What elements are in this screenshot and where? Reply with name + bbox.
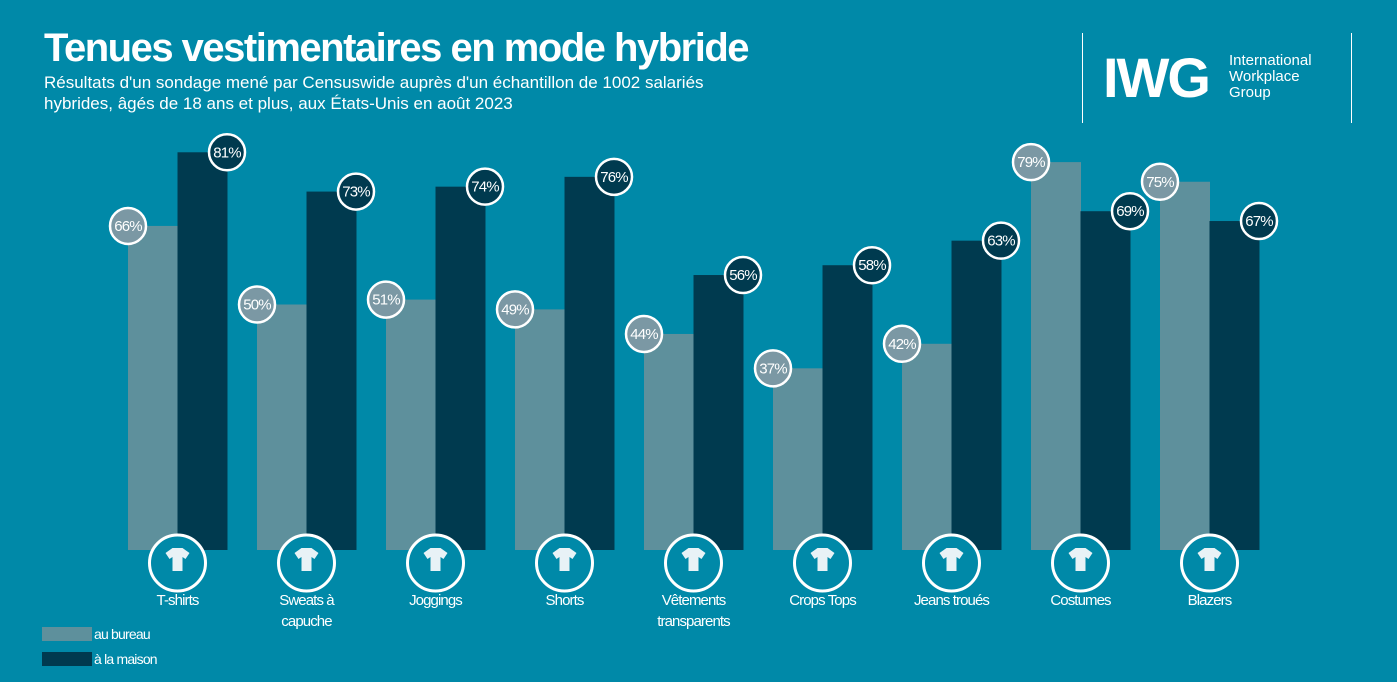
data-label-badge: [465, 167, 505, 206]
iwg-logo: IWG International Workplace Group: [1082, 33, 1352, 123]
legend-swatch-home: [42, 652, 92, 666]
data-label: 37%: [759, 360, 787, 377]
data-label: 76%: [600, 169, 628, 186]
bar-home: [1080, 211, 1131, 550]
data-label-badge: [1140, 162, 1180, 201]
data-label-badge: [237, 285, 277, 324]
category-label: transparents: [657, 613, 730, 630]
data-label: 42%: [888, 336, 916, 353]
category-label: Sweats à: [279, 592, 335, 609]
bar-office: [386, 299, 436, 550]
legend-office: au bureau: [42, 626, 151, 642]
category-label: Vêtements: [662, 592, 726, 609]
data-label-badge: [753, 349, 793, 388]
data-label-badge: [1011, 142, 1051, 182]
blazer-icon: [1180, 533, 1239, 593]
data-label-badge: [366, 280, 406, 319]
tshirt-icon: [148, 533, 207, 593]
category-label: Joggings: [409, 592, 462, 609]
crop-top-icon: [793, 533, 852, 593]
data-label: 69%: [1116, 203, 1144, 220]
bar-home: [1209, 221, 1260, 550]
legend-swatch-office: [42, 627, 92, 641]
data-label: 74%: [471, 179, 499, 196]
data-label: 73%: [342, 184, 370, 201]
data-label: 56%: [729, 267, 757, 284]
category-label: Costumes: [1050, 592, 1111, 609]
bar-office: [1031, 162, 1081, 551]
legend-label-home: à la maison: [94, 651, 158, 667]
bar-home: [693, 275, 744, 550]
data-label-badge: [594, 157, 634, 197]
data-label-badge: [1110, 191, 1150, 231]
category-label: Blazers: [1188, 592, 1232, 609]
data-label-badge: [624, 314, 664, 354]
joggers-icon: [406, 533, 465, 593]
data-label-badge: [207, 133, 247, 172]
bar-office: [902, 343, 952, 550]
data-label: 44%: [630, 326, 658, 343]
data-label-badge: [981, 221, 1021, 260]
bar-home: [306, 191, 357, 550]
shorts-icon: [535, 533, 594, 593]
hoodie-icon: [277, 533, 336, 593]
bar-home: [177, 152, 228, 551]
data-label: 51%: [372, 292, 400, 309]
data-label-badge: [882, 324, 922, 364]
data-label: 49%: [501, 301, 529, 318]
ripped-jeans-icon: [922, 533, 981, 593]
subtitle: Résultats d'un sondage mené par Censuswi…: [44, 73, 704, 113]
data-label-badge: [336, 172, 376, 211]
bar-home: [564, 176, 615, 550]
category-label: Jeans troués: [914, 592, 989, 609]
data-label-badge: [108, 206, 148, 246]
page-title: Tenues vestimentaires en mode hybride: [44, 26, 750, 70]
legend-label-office: au bureau: [94, 626, 151, 642]
dress-icon: [664, 533, 723, 593]
logo-mark: IWG: [1103, 46, 1211, 109]
suit-icon: [1051, 533, 1110, 593]
data-label: 79%: [1017, 154, 1045, 171]
bar-office: [257, 304, 307, 550]
legend-home: à la maison: [42, 651, 158, 667]
data-label-badge: [723, 255, 763, 295]
bar-home: [435, 186, 486, 550]
logo-text: International Workplace Group: [1229, 52, 1312, 101]
data-label: 63%: [987, 233, 1015, 250]
bar-office: [515, 309, 565, 550]
data-label-badge: [495, 290, 535, 329]
data-label: 58%: [858, 257, 886, 274]
bar-office: [644, 333, 694, 550]
category-label: T-shirts: [157, 592, 199, 609]
data-label: 66%: [114, 218, 142, 235]
bar-office: [1160, 181, 1210, 550]
data-label: 81%: [213, 144, 241, 161]
bar-home: [822, 265, 873, 550]
data-label: 67%: [1245, 213, 1273, 230]
data-label: 75%: [1146, 174, 1174, 191]
data-label-badge: [1239, 201, 1279, 241]
data-label-badge: [852, 245, 892, 285]
category-label: Shorts: [546, 592, 584, 609]
category-label: Crops Tops: [789, 592, 856, 609]
bar-office: [773, 368, 823, 550]
bar-office: [128, 225, 178, 550]
category-label: capuche: [281, 613, 332, 630]
bar-home: [951, 240, 1002, 551]
data-label: 50%: [243, 297, 271, 314]
